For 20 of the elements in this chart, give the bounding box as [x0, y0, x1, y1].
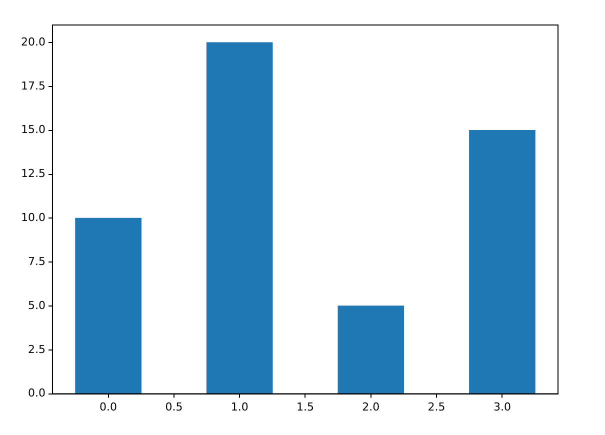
y-tick-label: 15.0: [20, 123, 46, 136]
bar: [469, 130, 536, 394]
y-tick-label: 2.5: [28, 342, 46, 356]
x-tick-label: 2.0: [362, 400, 380, 414]
bar: [206, 42, 273, 394]
x-tick-label: 2.5: [428, 400, 446, 414]
y-tick-label: 10.0: [20, 211, 46, 224]
x-tick-label: 1.5: [296, 400, 314, 414]
y-tick-label: 17.5: [20, 79, 46, 92]
bar: [338, 306, 404, 394]
y-tick-label: 20.0: [20, 35, 46, 48]
x-tick-label: 1.0: [230, 400, 248, 414]
y-tick-label: 5.0: [28, 298, 46, 312]
y-tick-label: 12.5: [20, 167, 46, 180]
y-tick-label: 0.0: [28, 386, 46, 400]
x-tick-label: 0.0: [100, 400, 118, 414]
x-tick-label: 0.5: [165, 400, 183, 414]
y-tick-label: 7.5: [28, 254, 46, 268]
x-tick-label: 3.0: [493, 400, 511, 414]
bar: [75, 218, 142, 394]
